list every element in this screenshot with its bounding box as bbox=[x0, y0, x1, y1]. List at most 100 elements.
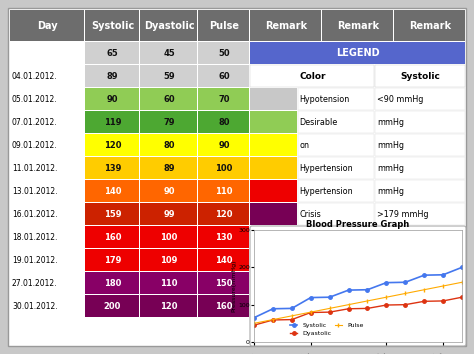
Text: 30.01.2012.: 30.01.2012. bbox=[12, 302, 58, 311]
Systolic bbox=[402, 280, 408, 284]
Bar bbox=[198, 65, 249, 87]
Text: 90: 90 bbox=[218, 141, 230, 150]
Text: <90 mmHg: <90 mmHg bbox=[377, 95, 424, 104]
Dyastolic bbox=[402, 303, 408, 307]
Systolic bbox=[421, 273, 427, 277]
Dyastolic bbox=[459, 295, 465, 299]
Bar bbox=[198, 272, 249, 294]
Text: Hypertension: Hypertension bbox=[300, 187, 353, 196]
Dyastolic bbox=[383, 303, 389, 307]
Bar bbox=[250, 111, 297, 133]
Bar bbox=[10, 65, 84, 87]
Systolic bbox=[440, 273, 446, 277]
Bar bbox=[198, 10, 249, 41]
Bar bbox=[250, 10, 321, 41]
Bar bbox=[375, 111, 465, 133]
Bar bbox=[10, 134, 84, 156]
Text: Dyastolic: Dyastolic bbox=[144, 21, 194, 31]
Pulse bbox=[327, 306, 332, 310]
Pulse bbox=[402, 291, 408, 296]
Bar bbox=[10, 42, 84, 64]
Bar bbox=[140, 295, 197, 317]
Text: 60: 60 bbox=[218, 72, 230, 81]
Bar bbox=[140, 226, 197, 248]
Text: Color: Color bbox=[300, 72, 326, 81]
Systolic bbox=[251, 316, 257, 320]
Text: 60: 60 bbox=[163, 95, 175, 104]
Pulse bbox=[365, 299, 370, 303]
Bar bbox=[198, 180, 249, 202]
Pulse bbox=[251, 321, 257, 325]
Text: 179: 179 bbox=[104, 256, 121, 265]
Systolic bbox=[270, 307, 276, 311]
Bar bbox=[10, 203, 84, 225]
Text: 89: 89 bbox=[163, 164, 175, 173]
Bar bbox=[140, 134, 197, 156]
Text: 09.01.2012.: 09.01.2012. bbox=[12, 141, 58, 150]
Text: 16.01.2012.: 16.01.2012. bbox=[12, 210, 57, 219]
Text: 19.01.2012.: 19.01.2012. bbox=[12, 256, 57, 265]
Text: Desirable: Desirable bbox=[300, 118, 338, 127]
Pulse bbox=[421, 287, 427, 292]
Bar bbox=[10, 111, 84, 133]
Text: 109: 109 bbox=[160, 256, 178, 265]
Bar bbox=[198, 249, 249, 271]
Text: mmHg: mmHg bbox=[377, 187, 404, 196]
Text: 07.01.2012.: 07.01.2012. bbox=[12, 118, 58, 127]
FancyBboxPatch shape bbox=[250, 226, 466, 346]
Dyastolic bbox=[251, 323, 257, 327]
Bar bbox=[198, 111, 249, 133]
Text: 04.01.2012.: 04.01.2012. bbox=[12, 72, 58, 81]
Text: Crisis: Crisis bbox=[300, 210, 321, 219]
Dyastolic bbox=[346, 307, 351, 311]
Bar bbox=[250, 203, 297, 225]
Systolic bbox=[327, 295, 332, 299]
Bar bbox=[198, 226, 249, 248]
Bar bbox=[140, 65, 197, 87]
Text: 90: 90 bbox=[107, 95, 118, 104]
Text: 99: 99 bbox=[163, 210, 175, 219]
Bar bbox=[375, 134, 465, 156]
Bar bbox=[140, 111, 197, 133]
Text: 27.01.2012.: 27.01.2012. bbox=[12, 279, 57, 288]
Text: Remark: Remark bbox=[337, 21, 379, 31]
Bar bbox=[198, 134, 249, 156]
Text: >179 mmHg: >179 mmHg bbox=[377, 210, 429, 219]
Bar bbox=[140, 180, 197, 202]
Bar bbox=[85, 249, 139, 271]
Bar bbox=[85, 295, 139, 317]
Bar bbox=[298, 203, 374, 225]
Bar bbox=[375, 88, 465, 110]
Bar bbox=[140, 88, 197, 110]
Bar bbox=[10, 88, 84, 110]
Text: 50: 50 bbox=[218, 49, 230, 58]
Text: 65: 65 bbox=[107, 49, 118, 58]
Line: Pulse: Pulse bbox=[252, 280, 464, 325]
Bar bbox=[198, 42, 249, 64]
Bar bbox=[10, 272, 84, 294]
Text: 120: 120 bbox=[215, 210, 233, 219]
Text: Hypotension: Hypotension bbox=[300, 95, 350, 104]
Text: Systolic: Systolic bbox=[401, 72, 440, 81]
Text: on: on bbox=[300, 141, 310, 150]
Dyastolic bbox=[327, 310, 332, 314]
Text: 05.01.2012.: 05.01.2012. bbox=[12, 95, 58, 104]
Text: 119: 119 bbox=[104, 118, 121, 127]
Text: 70: 70 bbox=[218, 95, 230, 104]
Text: 45: 45 bbox=[163, 49, 175, 58]
Text: Remark: Remark bbox=[265, 21, 307, 31]
Text: 59: 59 bbox=[163, 72, 175, 81]
Bar bbox=[298, 134, 374, 156]
Bar bbox=[322, 10, 393, 41]
Bar bbox=[85, 134, 139, 156]
Bar bbox=[85, 226, 139, 248]
Text: 89: 89 bbox=[107, 72, 118, 81]
Text: mmHg: mmHg bbox=[377, 118, 404, 127]
Bar bbox=[10, 249, 84, 271]
Bar bbox=[298, 180, 374, 202]
Bar bbox=[375, 180, 465, 202]
Dyastolic bbox=[289, 318, 295, 322]
Text: 200: 200 bbox=[104, 302, 121, 311]
Text: 130: 130 bbox=[215, 233, 233, 242]
Bar bbox=[298, 157, 374, 179]
